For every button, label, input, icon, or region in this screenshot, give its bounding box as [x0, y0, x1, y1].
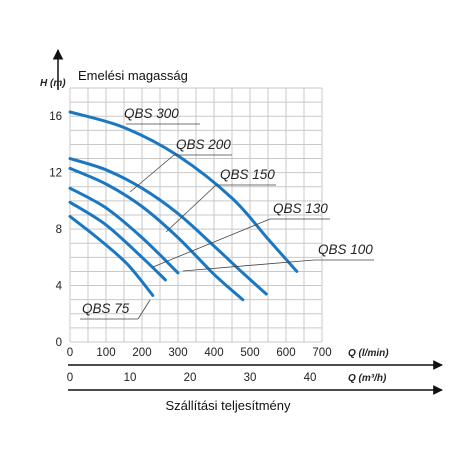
x2-tick-label: 0 [67, 372, 73, 384]
x2-tick-label: 40 [304, 372, 317, 384]
series-curve-qbs-100 [68, 200, 167, 282]
x-tick-label: 700 [312, 347, 331, 359]
series-label-qbs-75: QBS 75 [82, 301, 130, 316]
grid [69, 87, 323, 343]
x-axis-secondary-label: Q (m³/h) [348, 373, 387, 384]
x-tick-label: 100 [96, 347, 115, 359]
x-tick-label: 0 [67, 347, 73, 359]
series-curve-qbs-200 [68, 157, 268, 296]
y-tick-label: 8 [56, 224, 62, 236]
x-axis-secondary: 0 10 20 30 40 [67, 372, 443, 395]
y-tick-label: 4 [56, 281, 63, 293]
series-labels: QBS 300 QBS 200 QBS 150 QBS 130 QBS 100 QBS 7… [82, 106, 373, 316]
x-tick-label: 300 [168, 347, 187, 359]
y-tick-label: 12 [49, 168, 62, 180]
x-axis-primary-label: Q (l/min) [348, 348, 389, 359]
series-curve-qbs-300 [68, 110, 299, 273]
leader-line-qbs-75 [137, 299, 151, 320]
leader-line-qbs-100 [182, 259, 315, 272]
x2-tick-label: 20 [184, 372, 197, 384]
leader-line-qbs-150 [165, 184, 217, 233]
x-tick-label: 500 [240, 347, 259, 359]
series-label-qbs-200: QBS 200 [176, 137, 231, 152]
x-axis-primary: 0 100 200 300 400 500 600 700 [67, 347, 443, 370]
leader-lines [80, 123, 374, 320]
series-label-qbs-130: QBS 130 [273, 201, 328, 216]
series-curve-qbs-150 [68, 166, 245, 302]
x-tick-label: 600 [276, 347, 295, 359]
chart-title: Emelési magasság [78, 68, 188, 83]
series-label-qbs-100: QBS 100 [318, 242, 373, 257]
x-tick-label: 400 [204, 347, 223, 359]
x2-tick-label: 30 [244, 372, 257, 384]
x2-tick-label: 10 [124, 372, 137, 384]
y-ticks: 0 4 8 12 16 [49, 111, 62, 349]
curves [68, 110, 299, 302]
series-curve-qbs-75 [68, 214, 155, 297]
leader-line-qbs-200 [129, 154, 175, 193]
series-label-qbs-150: QBS 150 [220, 167, 275, 182]
series-curve-qbs-130 [68, 186, 180, 275]
x-axis-label: Szállítási teljesítmény [166, 398, 291, 413]
y-tick-label: 0 [56, 337, 62, 349]
y-axis-label: H (m) [40, 78, 66, 89]
y-tick-label: 16 [49, 111, 62, 123]
x-tick-label: 200 [132, 347, 151, 359]
leader-line-qbs-130 [152, 218, 271, 268]
series-label-qbs-300: QBS 300 [124, 106, 179, 121]
